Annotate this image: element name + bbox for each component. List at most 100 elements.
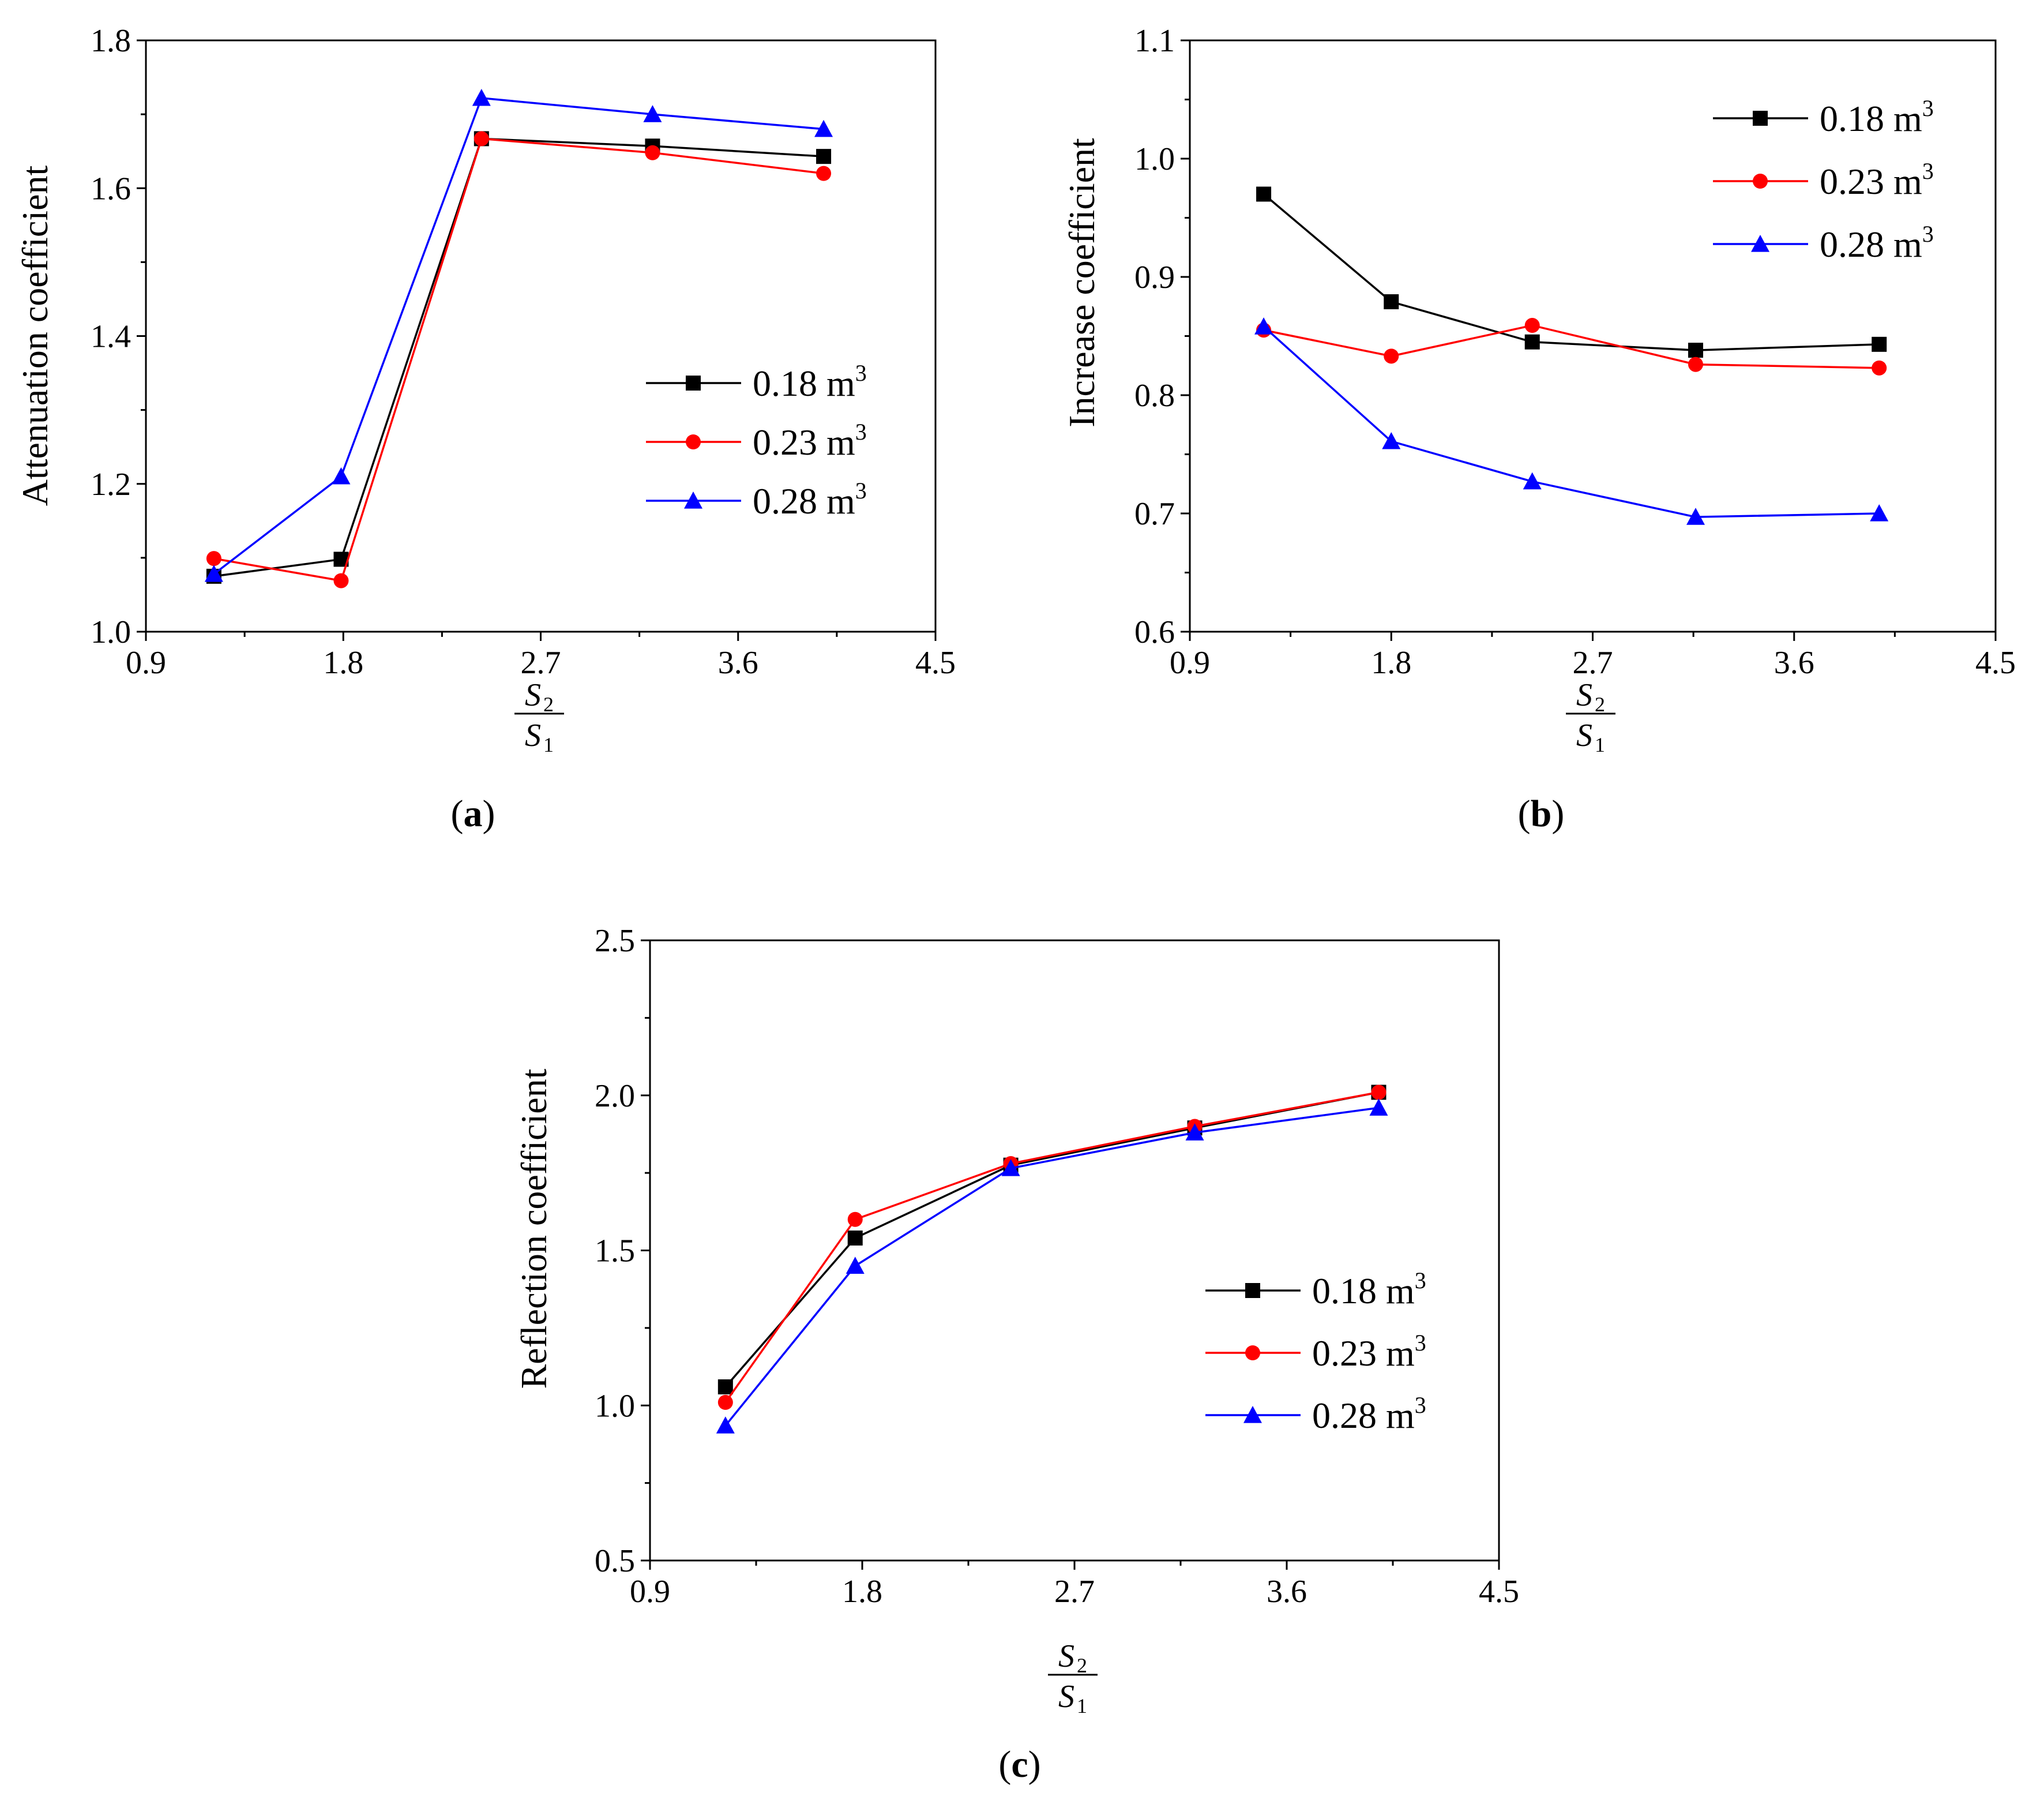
- data-point: [816, 149, 832, 164]
- x-tick-label: 1.8: [323, 645, 363, 681]
- legend-label-text: 0.23 m: [753, 422, 855, 463]
- x-tick-label: 4.5: [1479, 1574, 1519, 1610]
- y-tick-label: 2.5: [595, 923, 635, 959]
- legend-entry: 0.23 m3: [1205, 1330, 1426, 1374]
- data-point: [204, 565, 223, 582]
- legend-entry: 0.18 m3: [646, 360, 867, 404]
- y-tick-label: 0.5: [595, 1543, 635, 1579]
- data-point: [1524, 334, 1540, 350]
- legend-marker: [686, 376, 701, 391]
- x-title-denominator: S: [525, 718, 541, 753]
- data-point: [1523, 472, 1542, 490]
- legend-label-superscript: 3: [1415, 1330, 1426, 1356]
- legend-label-superscript: 3: [1922, 95, 1934, 121]
- x-tick-label: 2.7: [1573, 645, 1613, 681]
- panel-label-open: (: [998, 1743, 1011, 1786]
- legend-entry: 0.23 m3: [1713, 158, 1934, 202]
- y-tick-label: 1.6: [91, 171, 131, 207]
- data-point: [1872, 360, 1887, 376]
- data-point: [474, 131, 489, 147]
- legend-label: 0.18 m3: [753, 360, 867, 404]
- x-tick-label: 4.5: [1975, 645, 2016, 681]
- legend-marker: [1245, 1345, 1260, 1360]
- data-point: [1384, 348, 1399, 364]
- x-title-numerator-sub: 2: [1077, 1654, 1087, 1677]
- data-point: [716, 1416, 735, 1434]
- panel-label-close: ): [483, 793, 495, 835]
- x-tick-label: 0.9: [126, 645, 166, 681]
- legend-label-text: 0.28 m: [1312, 1395, 1415, 1436]
- data-point: [645, 145, 660, 160]
- panel-label-open: (: [1518, 793, 1531, 835]
- series-line: [724, 1091, 1379, 1388]
- legend-label: 0.23 m3: [1312, 1330, 1426, 1374]
- x-tick-label: 2.7: [521, 645, 561, 681]
- legend-marker: [1243, 1406, 1262, 1423]
- panel-label-letter: c: [1011, 1743, 1028, 1786]
- y-tick-label: 1.2: [91, 467, 131, 502]
- series-circle: [206, 131, 832, 588]
- legend-entry: 0.18 m3: [1205, 1267, 1426, 1311]
- legend-entry: 0.28 m3: [1205, 1392, 1426, 1436]
- legend-label-superscript: 3: [1415, 1267, 1426, 1293]
- legend-label-text: 0.18 m: [1312, 1270, 1415, 1311]
- legend-entry: 0.18 m3: [1713, 95, 1934, 139]
- x-title-denominator-sub: 1: [543, 733, 554, 756]
- legend-label-superscript: 3: [855, 478, 867, 504]
- x-axis-title: S 2S 1: [1566, 677, 1615, 756]
- legend-marker: [1245, 1283, 1260, 1298]
- legend-label: 0.18 m3: [1312, 1267, 1426, 1311]
- x-tick-label: 3.6: [718, 645, 758, 681]
- data-point: [206, 551, 221, 567]
- legend-marker: [1753, 111, 1768, 126]
- data-point: [1371, 1085, 1387, 1100]
- legend-label-superscript: 3: [1922, 221, 1934, 247]
- series-triangle: [204, 88, 833, 582]
- data-point: [1688, 343, 1704, 358]
- chart-panel-c: 0.9 1.8 2.7 3.6 4.5 0.5 1.0 1.5 2.0 2.5 Reflection…: [513, 923, 1519, 1786]
- data-point: [1524, 318, 1540, 333]
- legend-label-text: 0.18 m: [753, 363, 855, 404]
- series-square: [206, 131, 832, 584]
- y-tick-label: 1.0: [595, 1388, 635, 1424]
- legend-marker: [1753, 174, 1768, 189]
- legend-label: 0.28 m3: [753, 478, 867, 522]
- y-tick-label: 0.8: [1134, 378, 1175, 414]
- chart-panel-a: 0.9 1.8 2.7 3.6 4.5 1.0 1.2 1.4 1.6 1.8 Attenuatio…: [14, 23, 956, 835]
- y-tick-label: 1.8: [91, 23, 131, 59]
- legend-label-text: 0.28 m: [753, 481, 855, 522]
- data-point: [1185, 1123, 1204, 1141]
- y-tick-label: 2.0: [595, 1078, 635, 1114]
- data-point: [814, 119, 833, 137]
- data-point: [1256, 186, 1272, 202]
- x-tick-label: 1.8: [842, 1574, 882, 1610]
- data-point: [847, 1211, 863, 1227]
- chart-panel-b: 0.9 1.8 2.7 3.6 4.5 0.6 0.7 0.8 0.9 1.0 1.1 Increas…: [1061, 23, 2016, 835]
- data-point: [1872, 336, 1887, 352]
- legend-label: 0.28 m3: [1820, 221, 1934, 265]
- data-point: [472, 88, 491, 106]
- y-tick-label: 1.4: [91, 319, 131, 355]
- panel-label-open: (: [451, 793, 464, 835]
- data-point: [1384, 294, 1399, 310]
- x-tick-label: 2.7: [1054, 1574, 1095, 1610]
- legend-label-text: 0.18 m: [1820, 98, 1922, 139]
- x-axis-title: S 2S 1: [1048, 1638, 1098, 1717]
- legend-label-text: 0.23 m: [1312, 1333, 1415, 1374]
- y-tick-label: 1.5: [595, 1233, 635, 1269]
- data-point: [717, 1379, 733, 1394]
- y-axis-title: Attenuation coefficient: [14, 165, 55, 506]
- data-point: [1688, 357, 1704, 372]
- y-tick-label: 1.0: [1134, 141, 1175, 177]
- x-tick-label: 3.6: [1267, 1574, 1307, 1610]
- x-title-numerator-sub: 2: [543, 693, 554, 716]
- x-tick-label: 1.8: [1371, 645, 1411, 681]
- legend-label-text: 0.28 m: [1820, 224, 1922, 265]
- data-point: [717, 1394, 733, 1410]
- data-point: [846, 1256, 865, 1274]
- panel-label-letter: a: [464, 793, 483, 835]
- data-point: [1686, 508, 1705, 525]
- y-tick-label: 0.7: [1134, 496, 1175, 532]
- x-title-denominator-sub: 1: [1595, 733, 1605, 756]
